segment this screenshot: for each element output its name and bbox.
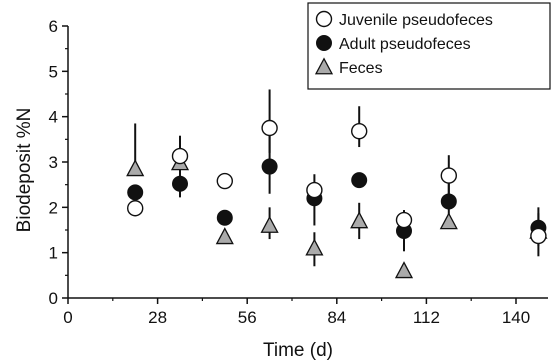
y-tick-label: 5 — [49, 62, 58, 81]
data-point — [350, 211, 369, 229]
data-point — [216, 209, 233, 226]
y-tick-label: 2 — [49, 198, 58, 217]
x-tick-label: 112 — [413, 308, 440, 327]
data-point — [395, 211, 413, 229]
data-point — [530, 227, 547, 245]
legend-marker — [314, 57, 334, 75]
y-tick-label: 4 — [49, 108, 58, 127]
y-axis-title: Biodeposit %N — [14, 108, 35, 233]
x-tick-label: 28 — [148, 308, 167, 327]
data-points — [126, 119, 548, 279]
x-axis-title: Time (d) — [263, 340, 333, 361]
data-point — [439, 212, 458, 230]
data-point — [394, 261, 414, 279]
data-point — [351, 172, 368, 189]
x-tick-label: 84 — [327, 308, 346, 327]
y-tick-label: 6 — [49, 17, 58, 36]
data-point — [172, 175, 188, 192]
data-point — [127, 184, 144, 201]
y-tick-label: 3 — [49, 153, 58, 172]
x-tick-label: 140 — [502, 308, 530, 327]
data-point — [440, 193, 457, 210]
x-tick-label: 0 — [63, 308, 72, 327]
data-point — [171, 147, 189, 165]
data-point — [305, 238, 324, 256]
legend: Juvenile pseudofeces Adult pseudofeces Fec… — [307, 2, 551, 90]
data-point — [261, 158, 278, 175]
error-bars — [134, 89, 540, 267]
data-point — [215, 227, 234, 245]
data-point — [306, 181, 323, 199]
data-point — [126, 200, 144, 217]
legend-box — [307, 2, 551, 90]
data-point — [440, 167, 457, 184]
data-point — [261, 119, 278, 137]
data-point — [260, 215, 279, 233]
data-point — [216, 172, 234, 190]
data-point — [351, 122, 368, 140]
legend-marker — [316, 35, 332, 51]
y-tick-label: 0 — [49, 289, 58, 308]
legend-label: Juvenile pseudofeces — [339, 12, 493, 29]
data-point — [126, 159, 145, 177]
y-tick-label: 1 — [49, 244, 58, 263]
legend-label: Adult pseudofeces — [339, 36, 471, 53]
legend-label: Feces — [339, 60, 383, 77]
x-tick-label: 56 — [238, 308, 257, 327]
legend-marker — [315, 10, 333, 28]
